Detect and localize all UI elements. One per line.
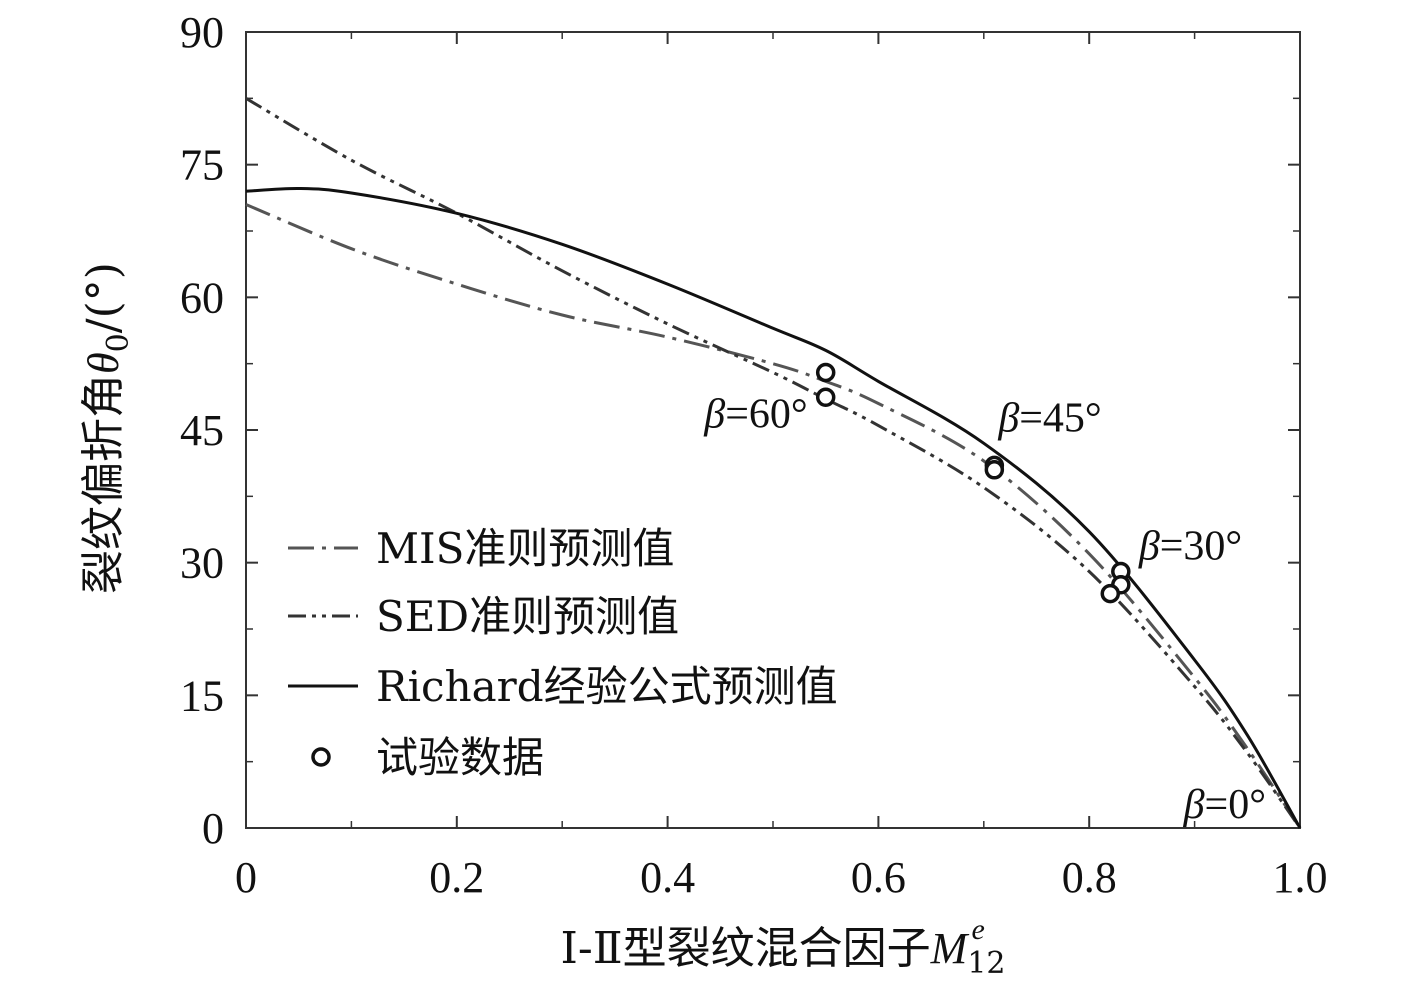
x-tick-label: 0.2 bbox=[429, 853, 484, 902]
x-axis-title: Ⅰ-Ⅱ型裂纹混合因子M12e bbox=[561, 913, 1006, 981]
series-lines bbox=[245, 97, 1302, 829]
y-tick-label: 45 bbox=[180, 406, 224, 455]
x-tick-label: 0.8 bbox=[1062, 853, 1117, 902]
y-axis-title: 裂纹偏折角θ0/(°) bbox=[78, 262, 136, 594]
y-tick-label: 60 bbox=[180, 273, 224, 322]
data-point bbox=[984, 460, 1005, 480]
y-tick-label: 15 bbox=[180, 671, 224, 720]
legend-label: Richard经验公式预测值 bbox=[376, 662, 838, 711]
data-markers bbox=[815, 362, 1131, 604]
legend-label: 试验数据 bbox=[376, 733, 544, 782]
x-tick-label: 0.6 bbox=[851, 853, 906, 902]
axis-ticks: 0 0.2 0.4 0.6 0.8 1.0 0 15 30 45 60 75 90 bbox=[180, 8, 1328, 902]
beta-annotation: β=45° bbox=[997, 395, 1101, 441]
y-tick-label: 0 bbox=[202, 804, 224, 853]
annotations: β=60° β=45° β=30° β=0° bbox=[703, 391, 1266, 828]
legend-label: SED准则预测值 bbox=[376, 592, 679, 641]
beta-annotation: β=30° bbox=[1138, 524, 1242, 570]
x-tick-label: 1.0 bbox=[1273, 853, 1328, 902]
y-tick-label: 30 bbox=[180, 539, 224, 588]
series-line-3 bbox=[245, 186, 1302, 829]
data-point bbox=[1100, 583, 1121, 604]
y-tick-label: 90 bbox=[180, 8, 224, 57]
legend-marker bbox=[311, 747, 331, 767]
legend-label: MIS准则预测值 bbox=[376, 524, 674, 573]
y-tick-label: 75 bbox=[180, 141, 224, 190]
beta-annotation: β=60° bbox=[703, 391, 807, 437]
data-point bbox=[815, 362, 836, 383]
beta-annotation: β=0° bbox=[1183, 782, 1266, 828]
x-tick-label: 0 bbox=[235, 853, 257, 902]
x-tick-label: 0.4 bbox=[640, 853, 695, 902]
data-point bbox=[815, 387, 836, 408]
series-line-2 bbox=[245, 97, 1302, 829]
